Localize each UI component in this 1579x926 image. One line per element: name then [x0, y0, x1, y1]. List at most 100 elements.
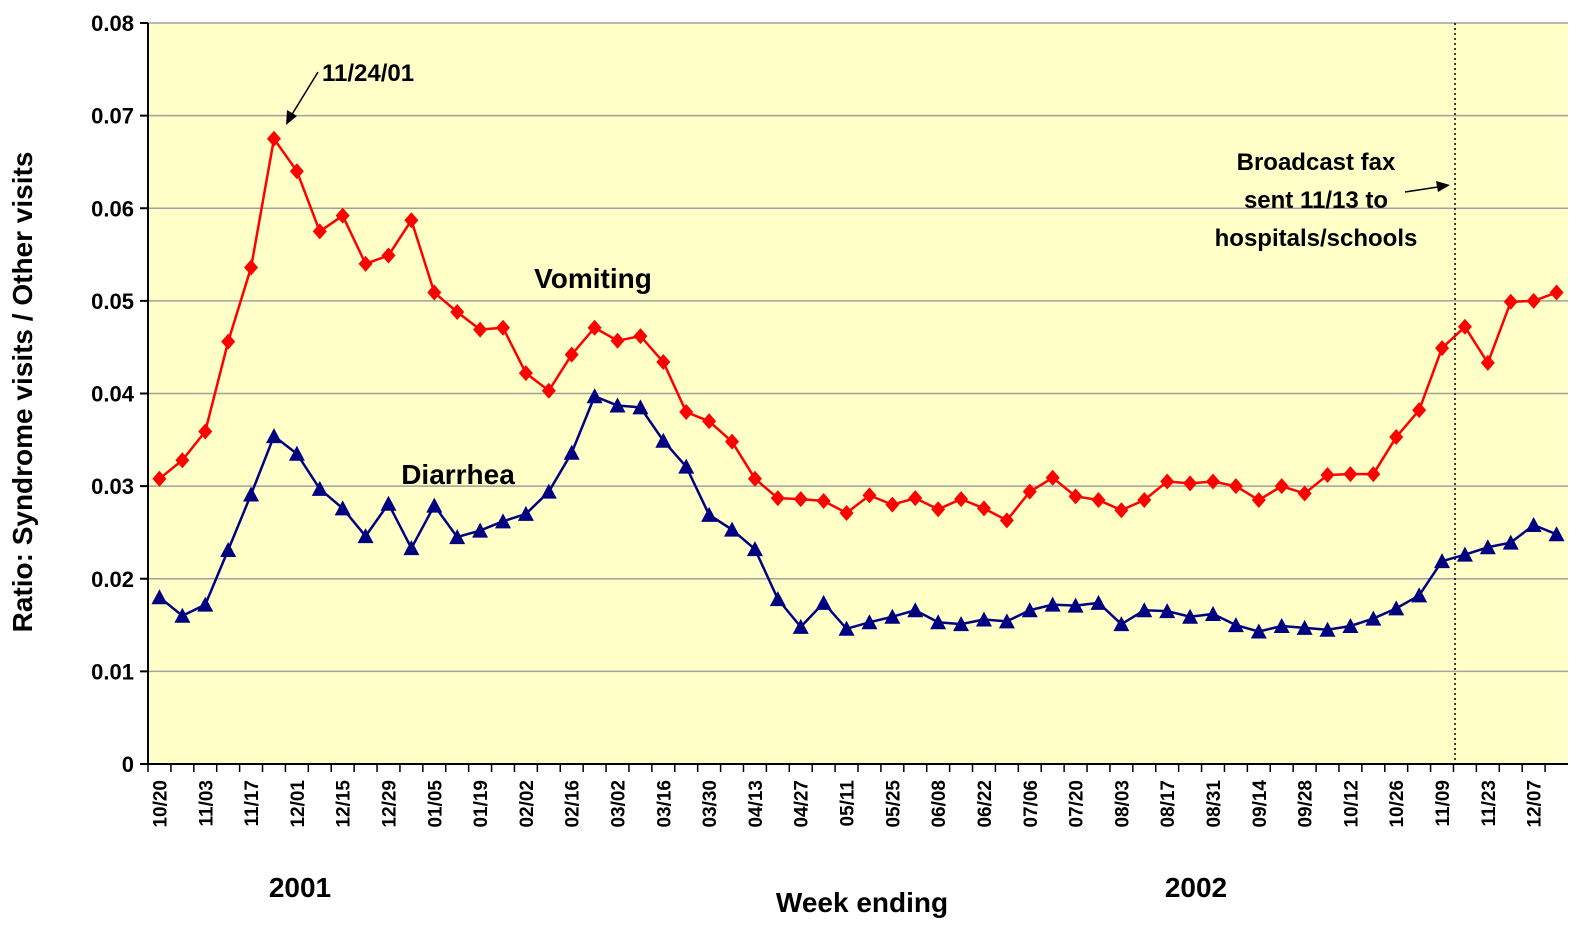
x-tick-label: 01/19	[471, 780, 492, 828]
marker	[288, 445, 305, 461]
x-tick-label: 10/20	[150, 780, 171, 828]
marker	[380, 495, 397, 511]
marker	[1434, 553, 1451, 569]
marker	[885, 496, 900, 513]
x-tick-label: 08/03	[1112, 780, 1133, 828]
annotation-arrow	[1404, 186, 1439, 193]
y-tick-label: 0.05	[91, 289, 134, 314]
marker	[265, 428, 282, 444]
marker	[221, 333, 236, 350]
x-tick-label: 11/03	[196, 780, 217, 827]
marker	[1296, 619, 1313, 635]
y-axis-label: Ratio: Syndrome visits / Other visits	[7, 152, 38, 633]
x-tick-label: 02/16	[563, 780, 584, 828]
x-tick-label: 12/15	[334, 780, 355, 828]
marker	[357, 528, 374, 544]
marker	[609, 397, 626, 413]
marker	[884, 608, 901, 624]
marker	[1502, 534, 1519, 550]
marker	[1205, 605, 1221, 621]
marker	[473, 321, 488, 338]
x-tick-label: 05/25	[883, 780, 904, 828]
annotation: sent 11/13 to	[1244, 187, 1388, 214]
x-tick-label: 02/02	[517, 780, 538, 828]
marker	[244, 259, 259, 276]
y-tick-label: 0.03	[91, 474, 134, 499]
marker	[335, 207, 350, 224]
marker	[1342, 617, 1359, 633]
x-tick-label: 07/06	[1021, 780, 1042, 828]
marker	[311, 480, 328, 496]
marker	[1412, 402, 1427, 419]
x-tick-label: 11/23	[1479, 780, 1500, 827]
marker	[495, 513, 511, 529]
marker	[1548, 526, 1565, 542]
marker	[1183, 475, 1198, 492]
marker	[725, 433, 740, 450]
marker	[1136, 602, 1153, 618]
marker	[633, 328, 648, 345]
annotation: 11/24/01	[322, 60, 414, 87]
x-tick-label: 10/26	[1387, 780, 1408, 828]
marker	[404, 212, 419, 229]
marker	[1091, 492, 1106, 509]
marker	[1274, 478, 1289, 495]
marker	[838, 620, 855, 636]
marker	[1456, 546, 1473, 562]
marker	[1090, 594, 1107, 610]
marker	[496, 319, 510, 336]
x-tick-label: 01/05	[425, 780, 446, 828]
marker	[1045, 469, 1060, 486]
marker	[334, 500, 351, 516]
x-tick-label: 10/12	[1341, 780, 1362, 828]
x-tick-label: 07/20	[1067, 780, 1088, 828]
marker	[175, 452, 190, 469]
annotation-arrow	[290, 71, 319, 117]
marker	[610, 332, 625, 349]
x-tick-label: 03/02	[609, 780, 630, 828]
marker	[1228, 478, 1243, 495]
marker	[770, 490, 785, 507]
marker	[358, 255, 373, 272]
x-tick-label: 03/30	[700, 780, 721, 828]
marker	[197, 596, 214, 612]
marker	[1549, 284, 1564, 301]
x-tick-label: 06/22	[975, 780, 996, 828]
marker	[953, 616, 970, 632]
marker	[1525, 517, 1542, 533]
marker	[1250, 623, 1267, 639]
annotation: hospitals/schools	[1215, 225, 1418, 252]
marker	[1159, 603, 1176, 619]
marker	[724, 521, 741, 537]
marker	[1365, 610, 1382, 626]
x-tick-label: 03/16	[654, 780, 675, 828]
marker	[472, 522, 489, 538]
marker	[861, 614, 878, 630]
marker	[587, 319, 602, 336]
marker	[1479, 539, 1496, 555]
marker	[931, 501, 946, 518]
marker	[1067, 597, 1084, 613]
marker	[266, 130, 281, 147]
marker	[1411, 587, 1428, 603]
y-tick-label: 0.01	[91, 659, 134, 684]
marker	[563, 444, 580, 460]
marker	[586, 388, 603, 404]
marker	[427, 284, 442, 301]
marker	[656, 354, 671, 371]
marker	[1021, 602, 1038, 618]
marker	[815, 594, 832, 610]
marker	[1044, 596, 1061, 612]
marker	[243, 486, 260, 502]
y-tick-label: 0.08	[91, 11, 134, 36]
marker	[999, 512, 1014, 529]
marker	[839, 504, 854, 521]
marker	[1457, 318, 1472, 335]
y-tick-label: 0	[122, 752, 134, 777]
x-tick-label: 12/01	[288, 780, 309, 828]
marker	[701, 506, 718, 522]
marker	[975, 611, 992, 627]
marker	[1366, 466, 1381, 483]
marker	[198, 423, 213, 440]
marker	[1319, 621, 1336, 637]
